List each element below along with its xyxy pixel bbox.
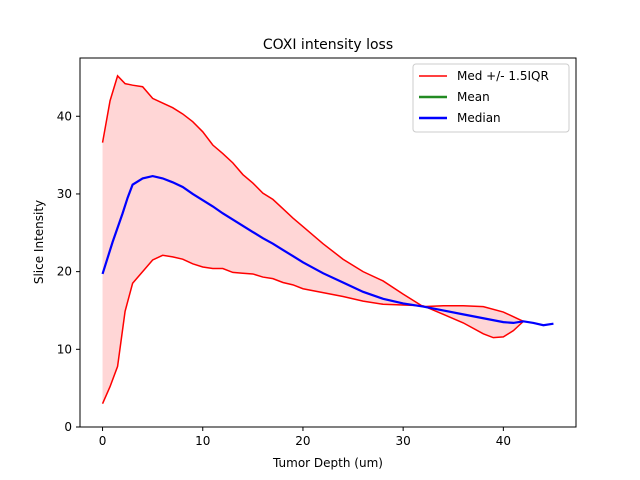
y-tick-label: 30	[57, 187, 72, 201]
y-axis-label: Slice Intensity	[32, 200, 46, 284]
legend-label-median: Median	[457, 111, 501, 125]
iqr-band	[102, 75, 524, 404]
y-tick-label: 20	[57, 265, 72, 279]
y-tick-label: 0	[64, 420, 72, 434]
x-tick-label: 20	[295, 434, 310, 448]
y-tick-label: 40	[57, 109, 72, 123]
x-axis-label: Tumor Depth (um)	[272, 456, 383, 470]
x-tick-label: 40	[496, 434, 511, 448]
median-line	[101, 174, 554, 327]
plot-frame	[79, 57, 577, 428]
legend-label-mean: Mean	[457, 90, 490, 104]
y-tick-label: 10	[57, 342, 72, 356]
chart-title: COXI intensity loss	[263, 37, 393, 53]
legend-box	[412, 63, 570, 133]
upper-bound-line	[101, 74, 524, 323]
x-tick-label: 30	[396, 434, 411, 448]
legend-label-upper: Med +/- 1.5IQR	[457, 69, 549, 83]
lower-bound-line	[101, 254, 524, 404]
x-tick-label: 0	[99, 434, 107, 448]
x-tick-label: 10	[195, 434, 210, 448]
legend: Med +/- 1.5IQR Mean Median	[412, 63, 570, 133]
